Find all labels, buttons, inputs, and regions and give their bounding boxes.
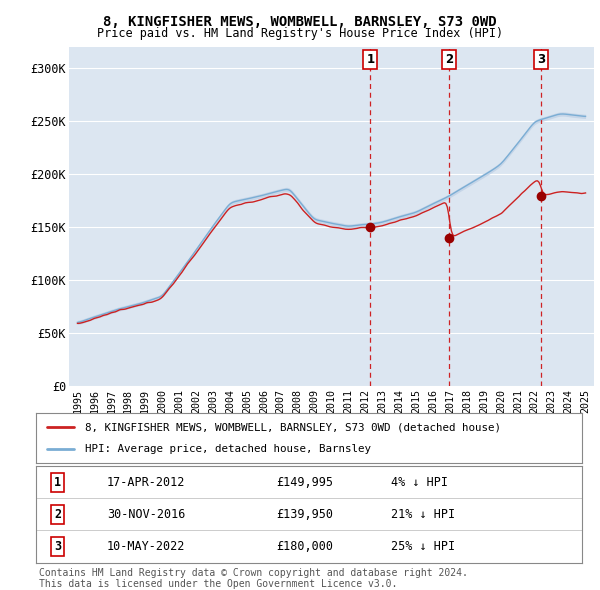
Text: 2: 2 [445,54,453,67]
Text: 8, KINGFISHER MEWS, WOMBWELL, BARNSLEY, S73 0WD (detached house): 8, KINGFISHER MEWS, WOMBWELL, BARNSLEY, … [85,422,501,432]
Text: 2: 2 [54,508,61,522]
Text: £149,995: £149,995 [276,476,333,489]
Text: 17-APR-2012: 17-APR-2012 [107,476,185,489]
Text: HPI: Average price, detached house, Barnsley: HPI: Average price, detached house, Barn… [85,444,371,454]
Text: £139,950: £139,950 [276,508,333,522]
Text: 4% ↓ HPI: 4% ↓ HPI [391,476,448,489]
Text: 3: 3 [54,540,61,553]
Text: £180,000: £180,000 [276,540,333,553]
Text: 21% ↓ HPI: 21% ↓ HPI [391,508,455,522]
Text: Contains HM Land Registry data © Crown copyright and database right 2024.
This d: Contains HM Land Registry data © Crown c… [39,568,468,589]
Text: 1: 1 [366,54,374,67]
Text: 1: 1 [54,476,61,489]
Text: 30-NOV-2016: 30-NOV-2016 [107,508,185,522]
Text: 3: 3 [537,54,545,67]
Text: 10-MAY-2022: 10-MAY-2022 [107,540,185,553]
Text: Price paid vs. HM Land Registry's House Price Index (HPI): Price paid vs. HM Land Registry's House … [97,27,503,40]
Text: 8, KINGFISHER MEWS, WOMBWELL, BARNSLEY, S73 0WD: 8, KINGFISHER MEWS, WOMBWELL, BARNSLEY, … [103,15,497,30]
Text: 25% ↓ HPI: 25% ↓ HPI [391,540,455,553]
